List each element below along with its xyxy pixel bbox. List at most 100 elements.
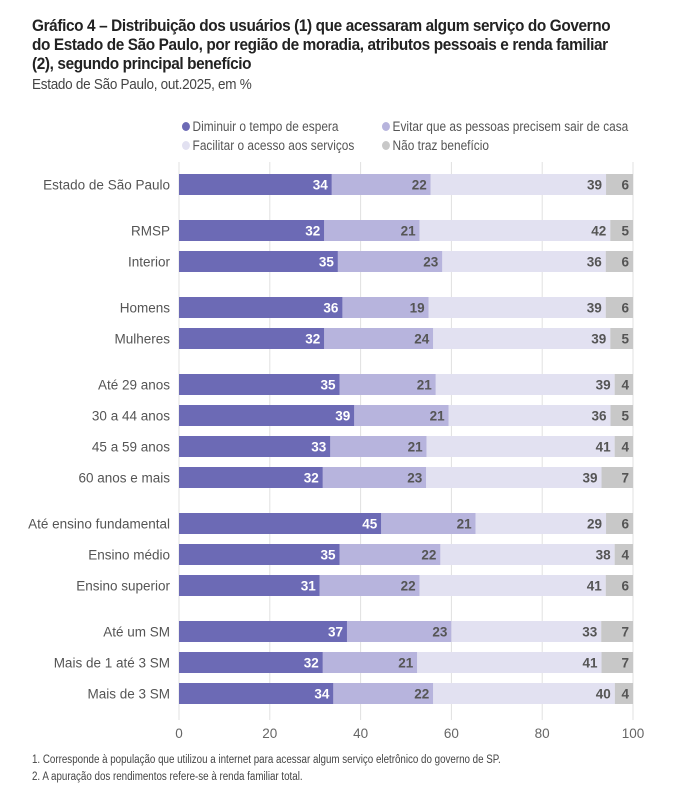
bar-segment: [435, 374, 615, 395]
bar-segment: [426, 436, 615, 457]
category-label: Homens: [120, 301, 171, 316]
data-label: 32: [304, 656, 319, 671]
data-label: 37: [328, 625, 343, 640]
legend-item-diminuir-tempo: Diminuir o tempo de espera: [182, 119, 339, 134]
bar-segment: [354, 405, 449, 426]
bar-segment: [179, 251, 338, 272]
data-label: 5: [621, 409, 629, 424]
bar-segment: [179, 544, 340, 565]
data-label: 21: [430, 409, 446, 424]
data-label: 6: [621, 517, 629, 532]
bar-segment: [605, 297, 633, 318]
legend-swatch-icon: [182, 122, 190, 131]
category-label: Mais de 1 até 3 SM: [54, 656, 170, 671]
data-label: 41: [583, 656, 599, 671]
bar-segment: [606, 174, 633, 195]
data-label: 32: [305, 224, 320, 239]
bar-segment: [381, 513, 476, 534]
data-label: 40: [596, 687, 611, 702]
data-label: 24: [414, 332, 430, 347]
bar-segment: [324, 328, 434, 349]
bar-segment: [451, 621, 602, 642]
bar-segment: [614, 374, 633, 395]
bar-segment: [475, 513, 607, 534]
data-label: 6: [621, 178, 629, 193]
chart-subtitle: Estado de São Paulo, out.2025, em %: [32, 76, 252, 93]
bar-segment: [179, 220, 325, 241]
data-label: 6: [621, 255, 629, 270]
data-label: 35: [320, 378, 336, 393]
bar-segment: [614, 436, 633, 457]
bar-segment: [322, 467, 427, 488]
data-label: 21: [398, 656, 414, 671]
legend-label: Não traz benefício: [392, 138, 489, 153]
category-label: Mulheres: [114, 332, 170, 347]
category-label: Ensino médio: [88, 548, 170, 563]
footnote-1: 1. Corresponde à população que utilizou …: [32, 754, 501, 766]
bar-segment: [324, 220, 420, 241]
data-label: 38: [596, 548, 612, 563]
bar-segment: [179, 328, 325, 349]
legend-swatch-icon: [182, 141, 190, 150]
data-label: 35: [319, 255, 335, 270]
bar-segment: [433, 328, 611, 349]
data-label: 32: [304, 471, 319, 486]
bar-segment: [440, 544, 615, 565]
bar-segment: [179, 683, 334, 704]
data-label: 6: [621, 301, 629, 316]
bar-segment: [346, 621, 452, 642]
bar-segment: [330, 436, 427, 457]
footnote-2: 2. A apuração dos rendimentos refere-se …: [32, 771, 303, 783]
data-label: 22: [421, 548, 436, 563]
bar-segment: [339, 374, 436, 395]
legend-item-nao-traz-beneficio: Não traz benefício: [382, 138, 489, 153]
x-tick-label: 60: [444, 726, 459, 741]
bar-segment: [179, 467, 323, 488]
bar-segment: [433, 683, 615, 704]
data-label: 23: [423, 255, 439, 270]
x-tick-label: 20: [262, 726, 277, 741]
data-label: 4: [621, 687, 629, 702]
data-label: 33: [582, 625, 598, 640]
legend-label: Diminuir o tempo de espera: [192, 119, 339, 134]
bar-segment: [331, 174, 431, 195]
bar-segment: [179, 297, 343, 318]
bar-segment: [179, 436, 331, 457]
bar-segment: [179, 174, 332, 195]
data-label: 7: [621, 625, 629, 640]
bar-segment: [442, 251, 606, 272]
bar-segment: [614, 544, 633, 565]
x-tick-label: 0: [175, 726, 183, 741]
data-label: 23: [432, 625, 448, 640]
bar-segment: [606, 513, 633, 534]
data-label: 35: [320, 548, 336, 563]
bar-segment: [610, 405, 633, 426]
data-label: 21: [457, 517, 473, 532]
data-label: 39: [583, 471, 598, 486]
data-label: 4: [621, 378, 629, 393]
bar-segment: [610, 328, 633, 349]
category-label: 60 anos e mais: [78, 471, 170, 486]
bar-segment: [601, 467, 633, 488]
bar-segment: [419, 220, 611, 241]
category-label: RMSP: [131, 224, 170, 239]
bar-segment: [430, 174, 607, 195]
x-tick-label: 40: [353, 726, 368, 741]
bar-segment: [419, 575, 606, 596]
bar-segment: [179, 652, 323, 673]
bar-segment: [428, 297, 606, 318]
data-label: 19: [410, 301, 425, 316]
data-label: 21: [408, 440, 424, 455]
x-tick-label: 80: [535, 726, 550, 741]
bar-segment: [601, 621, 633, 642]
bar-segment: [339, 544, 441, 565]
data-label: 34: [313, 178, 329, 193]
stacked-bar-chart: 0 20 40 60 80 100 Estado de São Paulo 34 22 39 6 RM…: [28, 162, 644, 741]
category-label: 30 a 44 anos: [92, 409, 170, 424]
bar-segment: [179, 575, 320, 596]
data-label: 29: [587, 517, 602, 532]
data-label: 23: [407, 471, 423, 486]
data-label: 36: [591, 409, 607, 424]
bar-segment: [179, 513, 382, 534]
bar-segment: [179, 621, 347, 642]
